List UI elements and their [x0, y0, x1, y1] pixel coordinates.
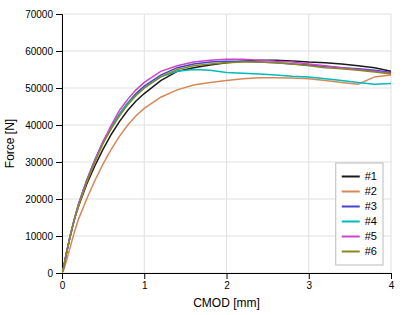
x-tick-mark [309, 273, 310, 279]
y-tick-label: 40000 [25, 120, 53, 131]
legend-swatch [342, 191, 360, 193]
y-tick: 50000 [25, 83, 62, 94]
y-tick: 30000 [25, 157, 62, 168]
x-axis: 0 1 2 3 4 [60, 273, 395, 291]
y-tick-label: 0 [47, 268, 53, 279]
legend-swatch [342, 236, 360, 238]
x-tick: 2 [224, 273, 230, 291]
x-tick-label: 1 [142, 280, 148, 291]
x-axis-title: CMOD [mm] [193, 296, 260, 310]
grid-line-x [308, 14, 309, 273]
legend: #1 #2 #3 #4 #5 #6 [336, 163, 383, 265]
y-axis-title: Force [N] [3, 119, 17, 168]
legend-swatch [342, 206, 360, 208]
y-tick-mark [56, 236, 62, 237]
x-tick: 0 [60, 273, 66, 291]
x-axis-line [63, 274, 392, 280]
legend-label: #3 [365, 200, 377, 212]
legend-label: #1 [365, 170, 377, 182]
y-tick-label: 70000 [25, 9, 53, 20]
legend-label: #2 [365, 185, 377, 197]
grid-line-y [62, 162, 391, 163]
plot-area: 0 1 2 3 4 0 10000 20000 30000 40000 50000 60000 7000… [25, 9, 395, 291]
x-tick-mark [391, 273, 392, 279]
series-line [62, 61, 391, 273]
y-tick-label: 20000 [25, 194, 53, 205]
series-line [62, 62, 391, 273]
x-tick-mark [227, 273, 228, 279]
legend-item: #1 [342, 170, 377, 182]
y-tick-mark [56, 273, 62, 274]
legend-label: #5 [365, 230, 377, 242]
y-tick-label: 30000 [25, 157, 53, 168]
y-axis-line [56, 15, 63, 274]
x-tick: 1 [142, 273, 148, 291]
legend-swatch [342, 221, 360, 223]
legend-item: #4 [342, 215, 377, 227]
legend-label: #4 [365, 215, 377, 227]
grid-line-y [62, 14, 391, 15]
y-tick: 0 [47, 268, 62, 279]
grid-line-x [144, 14, 145, 273]
y-tick: 20000 [25, 194, 62, 205]
legend-box [336, 163, 383, 265]
x-tick-mark [144, 273, 145, 279]
x-tick-label: 0 [60, 280, 66, 291]
y-tick-mark [56, 51, 62, 52]
y-tick: 40000 [25, 120, 62, 131]
series-line [62, 75, 391, 273]
legend-swatch [342, 176, 360, 178]
y-tick: 10000 [25, 231, 62, 242]
series-line [62, 70, 391, 274]
y-tick-label: 10000 [25, 231, 53, 242]
y-tick: 60000 [25, 46, 62, 57]
legend-swatch [342, 251, 360, 253]
chart: 0 1 2 3 4 0 10000 20000 30000 40000 50000 60000 7000… [0, 0, 407, 315]
y-tick-mark [56, 14, 62, 15]
x-tick-label: 3 [306, 280, 312, 291]
y-tick-label: 50000 [25, 83, 53, 94]
legend-item: #5 [342, 230, 377, 242]
y-axis: 0 10000 20000 30000 40000 50000 60000 70000 [25, 9, 62, 279]
y-tick-mark [56, 125, 62, 126]
x-tick: 3 [306, 273, 312, 291]
y-tick-mark [56, 88, 62, 89]
y-tick-label: 60000 [25, 46, 53, 57]
y-tick-mark [56, 199, 62, 200]
series-line [62, 59, 391, 273]
grid-line-x [226, 14, 227, 273]
x-tick-label: 2 [224, 280, 230, 291]
y-tick-mark [56, 162, 62, 163]
series-group [62, 59, 391, 273]
chart-container: 0 1 2 3 4 0 10000 20000 30000 40000 50000 60000 7000… [0, 0, 407, 315]
legend-label: #6 [365, 245, 377, 257]
grid-line-y [62, 88, 391, 89]
series-line [62, 60, 391, 273]
legend-item: #6 [342, 245, 377, 257]
y-tick: 70000 [25, 9, 62, 20]
legend-item: #2 [342, 185, 377, 197]
legend-item: #3 [342, 200, 377, 212]
grid [62, 14, 391, 273]
x-tick-label: 4 [389, 280, 395, 291]
grid-line-x [391, 14, 392, 273]
x-tick: 4 [389, 273, 395, 291]
grid-line-y [62, 51, 391, 52]
